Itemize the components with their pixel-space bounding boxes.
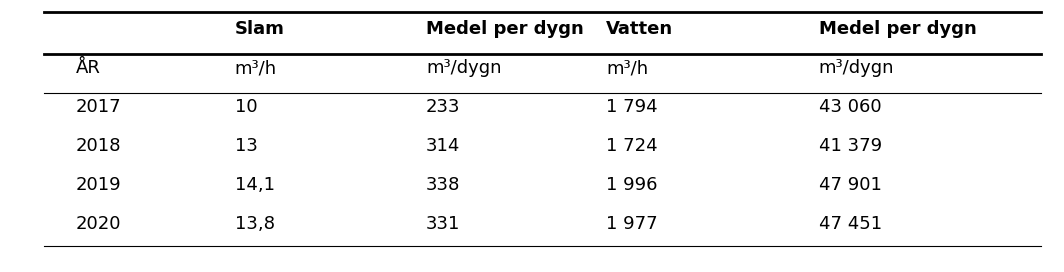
Text: ÅR: ÅR: [76, 59, 101, 77]
Text: m³/h: m³/h: [606, 59, 648, 77]
Text: 338: 338: [426, 176, 461, 194]
Text: 47 901: 47 901: [818, 176, 881, 194]
Text: 2018: 2018: [76, 137, 121, 155]
Text: 1 724: 1 724: [606, 137, 658, 155]
Text: 233: 233: [426, 98, 461, 116]
Text: 13,8: 13,8: [235, 215, 275, 233]
Text: Vatten: Vatten: [606, 20, 674, 38]
Text: 2019: 2019: [76, 176, 121, 194]
Text: 1 794: 1 794: [606, 98, 658, 116]
Text: 314: 314: [426, 137, 461, 155]
Text: Medel per dygn: Medel per dygn: [818, 20, 977, 38]
Text: 43 060: 43 060: [818, 98, 881, 116]
Text: Medel per dygn: Medel per dygn: [426, 20, 584, 38]
Text: 1 977: 1 977: [606, 215, 658, 233]
Text: 13: 13: [235, 137, 257, 155]
Text: 1 996: 1 996: [606, 176, 658, 194]
Text: 10: 10: [235, 98, 257, 116]
Text: 41 379: 41 379: [818, 137, 882, 155]
Text: 14,1: 14,1: [235, 176, 275, 194]
Text: m³/dygn: m³/dygn: [426, 59, 501, 77]
Text: 2020: 2020: [76, 215, 121, 233]
Text: 47 451: 47 451: [818, 215, 882, 233]
Text: m³/dygn: m³/dygn: [818, 59, 894, 77]
Text: 2017: 2017: [76, 98, 121, 116]
Text: m³/h: m³/h: [235, 59, 277, 77]
Text: 331: 331: [426, 215, 461, 233]
Text: Slam: Slam: [235, 20, 285, 38]
